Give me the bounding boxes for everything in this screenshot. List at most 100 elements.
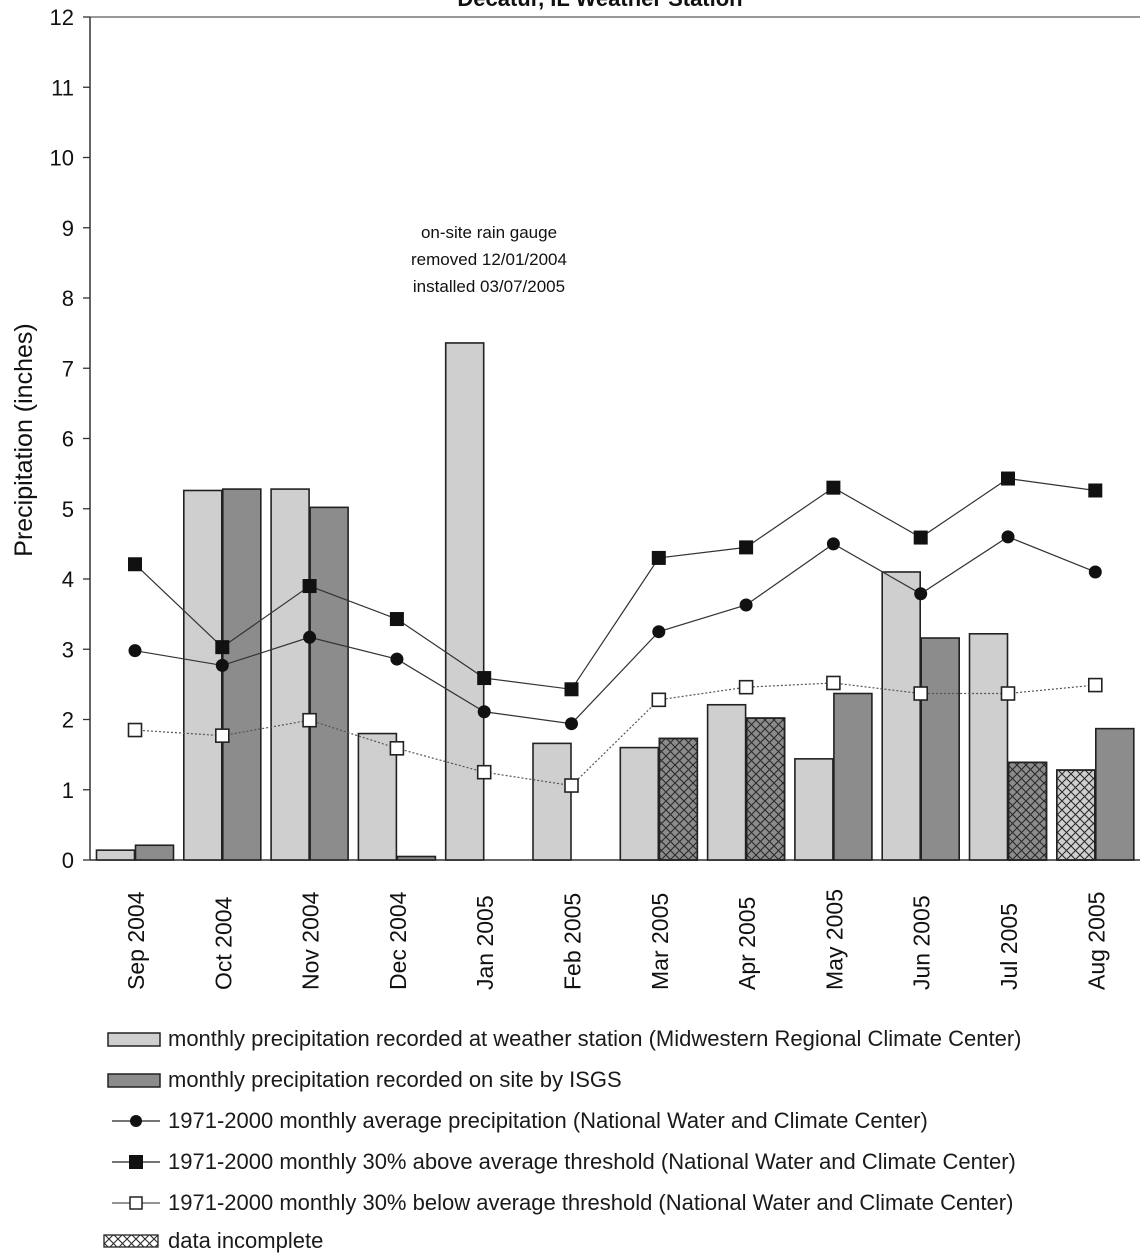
legend-item-average: 1971-2000 monthly average precipitation … xyxy=(100,1100,1140,1141)
above-threshold-point xyxy=(651,550,666,565)
x-tick-label: May 2005 xyxy=(821,889,847,990)
isgs-bar-swatch xyxy=(107,1072,161,1088)
average-point xyxy=(652,625,666,639)
rain-gauge-annotation: on-site rain gauge removed 12/01/2004 inst… xyxy=(411,223,567,296)
isgs-bar xyxy=(833,692,873,861)
legend-label-below-threshold: 1971-2000 monthly 30% below average thre… xyxy=(168,1189,1014,1215)
y-tick-label: 7 xyxy=(62,356,74,381)
isgs-bar xyxy=(1095,727,1135,861)
legend-item-isgs: monthly precipitation recorded on site b… xyxy=(100,1059,1140,1100)
below-threshold-point xyxy=(826,675,841,691)
average-point xyxy=(1088,565,1102,579)
above-threshold-point xyxy=(302,579,317,594)
y-tick-label: 2 xyxy=(62,708,74,733)
legend-item-incomplete: data incomplete xyxy=(100,1223,1140,1259)
below-threshold-point xyxy=(1000,686,1016,701)
incomplete-hatch-overlay xyxy=(1056,769,1096,861)
average-point xyxy=(215,658,229,672)
y-tick-label: 10 xyxy=(50,146,74,171)
filled-square-marker-icon xyxy=(112,1154,160,1169)
above-threshold-point xyxy=(477,671,492,686)
crosshatch-pattern-icon xyxy=(103,1234,159,1248)
above-threshold-point xyxy=(913,530,928,545)
line-series xyxy=(127,471,1103,793)
weather-station-bar xyxy=(270,488,310,861)
weather-station-bar xyxy=(794,758,834,861)
weather-station-bar xyxy=(444,342,485,861)
legend-item-below-threshold: 1971-2000 monthly 30% below average thre… xyxy=(100,1182,1140,1223)
above-threshold-point xyxy=(826,480,841,495)
x-tick-label: Dec 2004 xyxy=(385,891,411,990)
below-threshold-point xyxy=(476,764,492,780)
below-threshold-point xyxy=(651,692,667,708)
incomplete-hatch-overlay xyxy=(658,737,699,861)
weather-station-bar xyxy=(532,742,572,861)
y-tick-label: 11 xyxy=(51,75,74,100)
average-point xyxy=(303,630,317,644)
x-axis-ticks: Sep 2004 Oct 2004 Nov 2004 Dec 2004 Jan 2005… xyxy=(123,889,1109,990)
isgs-bar xyxy=(309,506,349,861)
annotation-line: installed 03/07/2005 xyxy=(413,277,565,296)
x-tick-label: Apr 2005 xyxy=(734,897,760,990)
x-tick-label: Jun 2005 xyxy=(909,895,935,990)
y-tick-label: 1 xyxy=(62,778,74,803)
y-tick-label: 9 xyxy=(62,216,74,241)
x-tick-label: Aug 2005 xyxy=(1083,892,1109,990)
x-tick-label: Mar 2005 xyxy=(647,893,673,990)
x-tick-label: Nov 2004 xyxy=(298,891,324,990)
average-point xyxy=(477,705,491,719)
x-tick-label: Jan 2005 xyxy=(472,895,498,990)
y-tick-label: 0 xyxy=(62,848,74,873)
average-point xyxy=(739,598,753,612)
series-line xyxy=(134,477,1096,690)
below-threshold-point xyxy=(738,679,754,695)
legend: monthly precipitation recorded at weathe… xyxy=(100,1018,1140,1259)
weather-station-bar xyxy=(95,849,136,861)
open-square-marker-icon xyxy=(112,1195,160,1210)
legend-label-incomplete: data incomplete xyxy=(168,1228,324,1253)
weather-station-bar-swatch xyxy=(107,1031,161,1047)
weather-station-bar xyxy=(881,571,922,861)
above-threshold-point xyxy=(215,640,230,655)
y-tick-label: 3 xyxy=(62,637,74,662)
average-point xyxy=(914,587,928,601)
x-tick-label: Feb 2005 xyxy=(560,893,586,990)
y-axis-label: Precipitation (inches) xyxy=(10,323,38,556)
isgs-bar xyxy=(134,844,175,861)
weather-station-bar xyxy=(619,746,660,861)
annotation-line: removed 12/01/2004 xyxy=(411,250,567,269)
below-threshold-point xyxy=(1088,677,1103,693)
annotation-line: on-site rain gauge xyxy=(421,223,557,242)
y-tick-label: 8 xyxy=(62,286,74,311)
legend-label-average: 1971-2000 monthly average precipitation … xyxy=(168,1107,928,1133)
y-tick-label: 4 xyxy=(62,567,74,592)
y-tick-label: 5 xyxy=(62,497,74,522)
above-threshold-point xyxy=(564,682,579,697)
above-threshold-point xyxy=(128,557,142,572)
legend-label-weather-station: monthly precipitation recorded at weathe… xyxy=(168,1025,1022,1051)
isgs-bar xyxy=(396,855,437,861)
average-point xyxy=(565,717,578,731)
weather-station-bar xyxy=(183,489,223,861)
below-threshold-point xyxy=(302,712,317,728)
average-point xyxy=(826,537,840,551)
incomplete-hatch-overlay xyxy=(1007,761,1048,861)
series-line xyxy=(134,536,1096,725)
isgs-bar xyxy=(920,637,961,861)
isgs-bar xyxy=(222,488,262,861)
x-tick-label: Jul 2005 xyxy=(996,903,1022,990)
legend-item-weather-station: monthly precipitation recorded at weathe… xyxy=(100,1018,1140,1059)
x-tick-label: Sep 2004 xyxy=(123,891,149,990)
weather-station-bar xyxy=(968,632,1009,861)
x-tick-label: Oct 2004 xyxy=(210,896,236,990)
below-threshold-point xyxy=(389,741,405,756)
bar-series xyxy=(95,342,1135,861)
below-threshold-point xyxy=(913,686,929,701)
chart-title: Decatur, IL Weather Station xyxy=(457,0,742,11)
average-point xyxy=(1001,530,1015,544)
above-threshold-point xyxy=(389,612,404,627)
above-threshold-point xyxy=(739,540,754,555)
average-point xyxy=(128,644,142,658)
average-point xyxy=(390,652,404,666)
